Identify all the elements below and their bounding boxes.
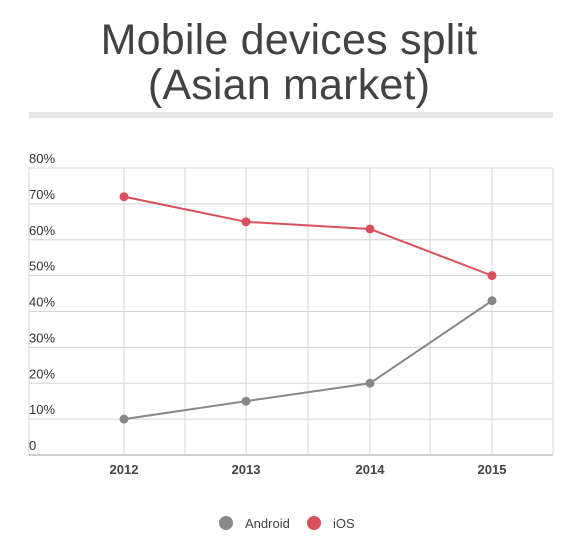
legend: Android iOS (219, 516, 355, 531)
data-point-android[interactable] (119, 414, 129, 424)
series-line-ios (123, 195, 493, 277)
chart-title: Mobile devices split (100, 16, 478, 64)
legend-swatch-ios (307, 516, 321, 530)
series-points (119, 192, 497, 424)
y-tick-label: 0 (29, 438, 36, 453)
y-axis-ticks: 0 10% 20% 30% 40% 50% 60% 70% 80% (29, 151, 55, 453)
y-tick-label: 20% (29, 366, 55, 381)
legend-swatch-android (219, 516, 233, 530)
data-point-android[interactable] (365, 378, 375, 388)
chart-subtitle: (Asian market) (147, 61, 431, 109)
series-line-android (123, 299, 493, 421)
x-tick-label: 2015 (478, 462, 507, 477)
y-tick-label: 40% (29, 295, 55, 310)
y-tick-label: 50% (29, 259, 55, 274)
data-point-ios[interactable] (119, 192, 129, 202)
data-point-ios[interactable] (365, 224, 375, 234)
x-tick-label: 2013 (232, 462, 261, 477)
x-axis-ticks: 2012 2013 2014 2015 (110, 462, 507, 477)
data-point-ios[interactable] (487, 271, 497, 281)
y-tick-label: 60% (29, 223, 55, 238)
data-point-ios[interactable] (241, 217, 251, 227)
title-divider (29, 112, 553, 118)
x-tick-label: 2012 (110, 462, 139, 477)
legend-label-ios: iOS (333, 516, 355, 531)
y-tick-label: 10% (29, 402, 55, 417)
data-point-android[interactable] (241, 396, 251, 406)
y-tick-label: 80% (29, 151, 55, 166)
legend-label-android: Android (245, 516, 290, 531)
y-tick-label: 70% (29, 187, 55, 202)
y-tick-label: 30% (29, 330, 55, 345)
gridlines (28, 167, 554, 456)
x-tick-label: 2014 (356, 462, 386, 477)
series-lines (123, 195, 493, 421)
data-point-android[interactable] (487, 296, 497, 306)
